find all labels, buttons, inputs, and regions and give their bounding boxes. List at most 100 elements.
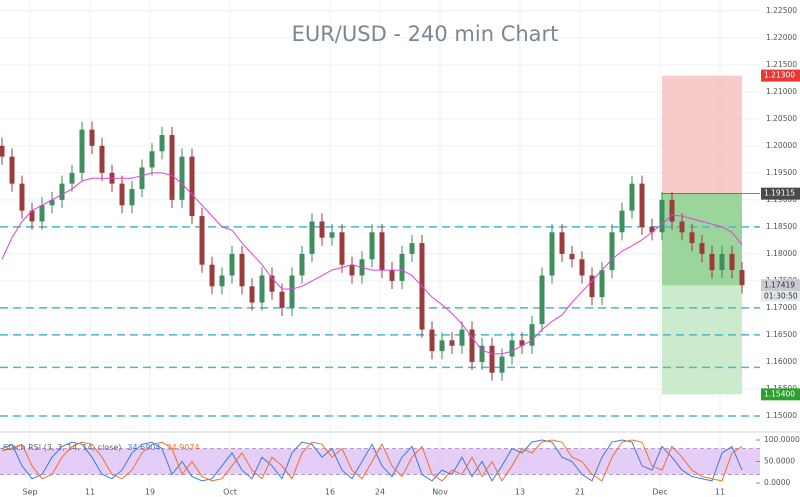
oscillator-line — [1, 439, 743, 482]
y-tick-label: 1.20000 — [766, 141, 797, 150]
x-tick-label: 13 — [515, 488, 525, 497]
candle-body — [89, 129, 95, 146]
y-tick-label: 1.18500 — [766, 222, 797, 231]
candle-body — [629, 183, 635, 211]
candle-body — [79, 129, 85, 173]
price-tag-label: 1.17419 — [764, 280, 795, 289]
candle-body — [409, 243, 415, 254]
y-tick-label: 1.21500 — [766, 60, 797, 69]
candle-body — [179, 156, 185, 200]
candle-body — [29, 210, 35, 222]
candle-body — [369, 232, 375, 260]
candle-body — [309, 221, 315, 254]
candle-body — [59, 183, 65, 200]
candle-body — [449, 340, 455, 346]
candle-body — [689, 232, 695, 244]
chart-title: EUR/USD - 240 min Chart — [292, 22, 559, 46]
candle-body — [489, 345, 495, 373]
candle-body — [639, 183, 645, 227]
candle-body — [9, 156, 15, 184]
candle-body — [649, 226, 655, 233]
oscillator-legend: 34.6904 — [127, 443, 160, 452]
candle-body — [659, 199, 665, 233]
candle-body — [619, 210, 625, 233]
candle-body — [149, 151, 155, 168]
candle-body — [39, 205, 45, 222]
candle-body — [399, 253, 405, 281]
y-tick-label: 1.16500 — [766, 330, 797, 339]
candle-body — [669, 199, 675, 222]
candle-body — [139, 167, 145, 190]
y-tick-label: 1.19500 — [766, 168, 797, 177]
candle-body — [739, 270, 745, 286]
x-tick-label: 24 — [375, 488, 385, 497]
candle-body — [469, 329, 475, 362]
candle-body — [379, 232, 385, 271]
candle-body — [569, 253, 575, 260]
x-tick-label: Nov — [432, 488, 448, 497]
y-tick-label: 1.18000 — [766, 249, 797, 258]
candle-body — [259, 275, 265, 303]
candle-body — [339, 232, 345, 265]
candle-body — [319, 221, 325, 238]
x-tick-label: 21 — [575, 488, 585, 497]
candle-body — [199, 216, 205, 265]
price-tag — [761, 69, 800, 82]
x-tick-label: Sep — [22, 488, 37, 497]
candle-body — [389, 270, 395, 281]
osc-tick-label: 50.0000 — [764, 457, 795, 466]
oscillator-legend: Stoch RSI (3, 3, 14, 14, close) — [3, 443, 121, 452]
candle-body — [599, 270, 605, 298]
candle-body — [19, 183, 25, 211]
candle-body — [219, 275, 225, 287]
y-tick-label: 1.15000 — [766, 411, 797, 420]
price-tag-label: 1.21300 — [764, 71, 795, 80]
candle-body — [479, 345, 485, 362]
candle-body — [559, 232, 565, 254]
candle-body — [279, 291, 285, 308]
candle-body — [539, 275, 545, 325]
moving-average — [1, 172, 743, 355]
oscillator-title: Stoch RSI (3, 3, 14, 14, close) 34.6904 34… — [3, 443, 200, 452]
candle-body — [699, 243, 705, 254]
y-tick-label: 1.21000 — [766, 87, 797, 96]
candle-body — [729, 253, 735, 271]
background-layer — [0, 0, 760, 488]
candle-body — [509, 340, 515, 357]
y-tick-label: 1.17000 — [766, 303, 797, 312]
candle-body — [549, 232, 555, 276]
candle-body — [239, 253, 245, 287]
candle-body — [679, 221, 685, 233]
candle-body — [69, 172, 75, 184]
price-tag — [761, 279, 800, 292]
candle-body — [459, 329, 465, 346]
candle-body — [189, 156, 195, 217]
x-tick-label: Oct — [223, 488, 237, 497]
price-tag — [761, 388, 800, 401]
candle-body — [169, 135, 175, 200]
osc-tick-label: 0.0000 — [764, 478, 790, 487]
candle-body — [299, 253, 305, 276]
y-tick-label: 1.22500 — [766, 6, 797, 15]
candle-body — [579, 259, 585, 276]
candle-body — [329, 232, 335, 238]
price-tag-label: 1.15400 — [764, 389, 795, 398]
candle-body — [159, 135, 165, 152]
y-tick-label: 1.16000 — [766, 357, 797, 366]
candle-body — [229, 253, 235, 276]
y-tick-label: 1.22000 — [766, 33, 797, 42]
x-tick-label: Dec — [652, 488, 667, 497]
candle-body — [349, 264, 355, 276]
candle-body — [589, 275, 595, 298]
price-tag-label: 1.19115 — [764, 189, 795, 198]
countdown-label: 01:30:50 — [764, 291, 798, 300]
candle-body — [49, 199, 55, 206]
countdown-tag — [761, 291, 800, 302]
x-tick-label: 11 — [85, 488, 95, 497]
x-tick-label: 19 — [145, 488, 155, 497]
candle-body — [609, 232, 615, 271]
candle-body — [99, 145, 105, 173]
candle-body — [709, 253, 715, 271]
